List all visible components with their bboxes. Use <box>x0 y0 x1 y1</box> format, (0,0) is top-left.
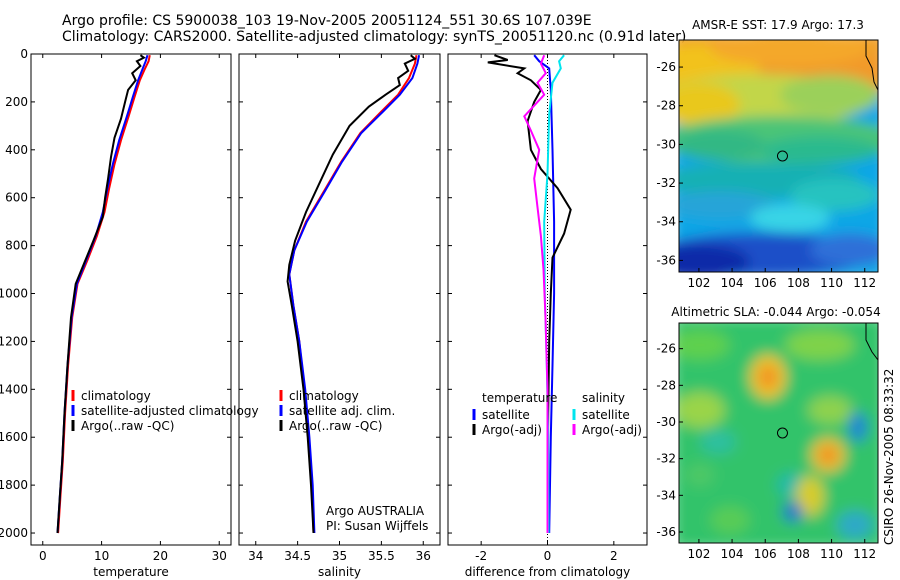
sst-heatmap-field <box>679 40 878 272</box>
sst_map-xtick-label: 110 <box>820 276 843 290</box>
sst-coastline <box>865 40 878 91</box>
salinity-annotation: PI: Susan Wijffels <box>326 519 428 533</box>
salinity-xtick-label: 35.5 <box>368 549 395 563</box>
salinity-panel: 34 34.5 35 35.5 36 salinity climatologysatelli… <box>238 53 441 579</box>
difference-panel: -2 0 2 difference from climatology temperatu… <box>447 53 648 579</box>
sst_map-ytick-label: -26 <box>656 60 676 74</box>
temperature-series-climatology <box>57 55 151 534</box>
figure-title-line1: Argo profile: CS 5900038_103 19-Nov-2005… <box>62 13 592 29</box>
sla_map-ytick-label: -36 <box>656 525 676 539</box>
sla_map-ytick-label: -28 <box>656 378 676 392</box>
temperature-legend-label: Argo(..raw -QC) <box>81 419 174 433</box>
difference-legend-header: temperature <box>482 391 557 405</box>
sla-map-title: Altimetric SLA: -0.044 Argo: -0.054 <box>671 305 880 319</box>
sst_map-ytick-label: -32 <box>656 176 676 190</box>
sla_map-xtick-label: 110 <box>820 547 843 561</box>
sst_map-xtick-label: 106 <box>754 276 777 290</box>
sla-coastline <box>865 323 878 361</box>
difference-legend-label: Argo(-adj) <box>482 423 542 437</box>
temperature-frame <box>30 53 232 546</box>
temperature-series-satellite-adjusted-climatology <box>56 54 149 534</box>
temperature-series-argo-raw-qc <box>56 54 146 534</box>
depth-tick-label: 1000 <box>0 287 28 301</box>
salinity-legend-label: Argo(..raw -QC) <box>289 419 382 433</box>
sst_map-ytick-label: -30 <box>656 137 676 151</box>
difference-series-temperature-argo-adj <box>487 54 572 534</box>
depth-tick-label: 1200 <box>0 334 28 348</box>
difference-legend-label: Argo(-adj) <box>582 423 642 437</box>
salinity-annotation: Argo AUSTRALIA <box>326 504 425 518</box>
salinity-legend-label: satellite adj. clim. <box>289 404 395 418</box>
salinity-xtick-label: 34 <box>248 549 263 563</box>
depth-tick-label: 0 <box>20 47 28 61</box>
sla-map-frame <box>678 322 879 544</box>
sst-map-frame <box>678 39 879 273</box>
depth-tick-label: 200 <box>5 95 28 109</box>
figure-title-line2: Climatology: CARS2000. Satellite-adjuste… <box>62 29 687 45</box>
salinity-legend-label: climatology <box>289 389 359 403</box>
difference-xtick-label: -2 <box>475 549 487 563</box>
difference-series-temperature-satellite <box>533 54 556 534</box>
sla_map-ytick-label: -30 <box>656 415 676 429</box>
sst_map-xtick-label: 112 <box>853 276 876 290</box>
depth-tick-label: 400 <box>5 143 28 157</box>
difference-legend: temperaturesatelliteArgo(-adj)salinitysa… <box>472 391 642 437</box>
salinity-xtick-label: 35 <box>332 549 347 563</box>
sla_map-xtick-label: 108 <box>787 547 810 561</box>
salinity-frame <box>238 53 441 546</box>
sla_map-xtick-label: 112 <box>853 547 876 561</box>
sla_map-ytick-label: -32 <box>656 452 676 466</box>
depth-tick-label: 800 <box>5 239 28 253</box>
sla-argo-position-marker <box>776 427 788 439</box>
sst-map: AMSR-E SST: 17.9 Argo: 17.3 <box>656 18 879 290</box>
difference-legend-label: satellite <box>482 408 530 422</box>
temperature-xlabel: temperature <box>93 565 168 579</box>
sla_map-xtick-label: 106 <box>754 547 777 561</box>
sla_map-ytick-label: -26 <box>656 342 676 356</box>
sst_map-ytick-label: -34 <box>656 215 676 229</box>
depth-tick-label: 1400 <box>0 382 28 396</box>
salinity-xtick-label: 34.5 <box>284 549 311 563</box>
temperature-xtick-label: 30 <box>212 549 227 563</box>
temperature-legend-label: climatology <box>81 389 151 403</box>
depth-tick-label: 2000 <box>0 526 28 540</box>
temperature-legend-label: satellite-adjusted climatology <box>81 404 259 418</box>
side-timestamp: CSIRO 26-Nov-2005 08:33:32 <box>882 369 896 545</box>
difference-xtick-label: 2 <box>610 549 618 563</box>
sla_map-xtick-label: 104 <box>721 547 744 561</box>
sla_map-xtick-label: 102 <box>687 547 710 561</box>
sla-heatmap-field <box>679 323 878 543</box>
depth-tick-label: 1800 <box>0 478 28 492</box>
salinity-series-satellite-adj-clim <box>288 55 421 534</box>
difference-xtick-label: 0 <box>544 549 552 563</box>
temperature-panel: 0 10 20 30 temperature 0 200 400 600 800 1000 1200 1… <box>0 47 259 579</box>
sst_map-ytick-label: -28 <box>656 99 676 113</box>
difference-legend-label: satellite <box>582 408 630 422</box>
difference-series-salinity-argo-adj <box>523 54 549 533</box>
salinity-xlabel: salinity <box>318 565 361 579</box>
temperature-xtick-label: 20 <box>153 549 168 563</box>
salinity-xtick-label: 36 <box>416 549 431 563</box>
sla-map: Altimetric SLA: -0.044 Argo: -0.054 <box>656 305 880 561</box>
sst-map-title: AMSR-E SST: 17.9 Argo: 17.3 <box>692 18 864 32</box>
difference-xlabel: difference from climatology <box>465 565 631 579</box>
sst_map-xtick-label: 108 <box>787 276 810 290</box>
sst_map-xtick-label: 102 <box>687 276 710 290</box>
temperature-xtick-label: 0 <box>39 549 47 563</box>
temperature-xtick-label: 10 <box>94 549 109 563</box>
sst-argo-position-marker <box>776 150 788 162</box>
sla_map-ytick-label: -34 <box>656 488 676 502</box>
depth-tick-label: 1600 <box>0 430 28 444</box>
difference-legend-header: salinity <box>582 391 625 405</box>
sst_map-xtick-label: 104 <box>721 276 744 290</box>
sst_map-ytick-label: -36 <box>656 253 676 267</box>
depth-tick-label: 600 <box>5 191 28 205</box>
salinity-series-argo-raw-qc <box>286 54 417 534</box>
